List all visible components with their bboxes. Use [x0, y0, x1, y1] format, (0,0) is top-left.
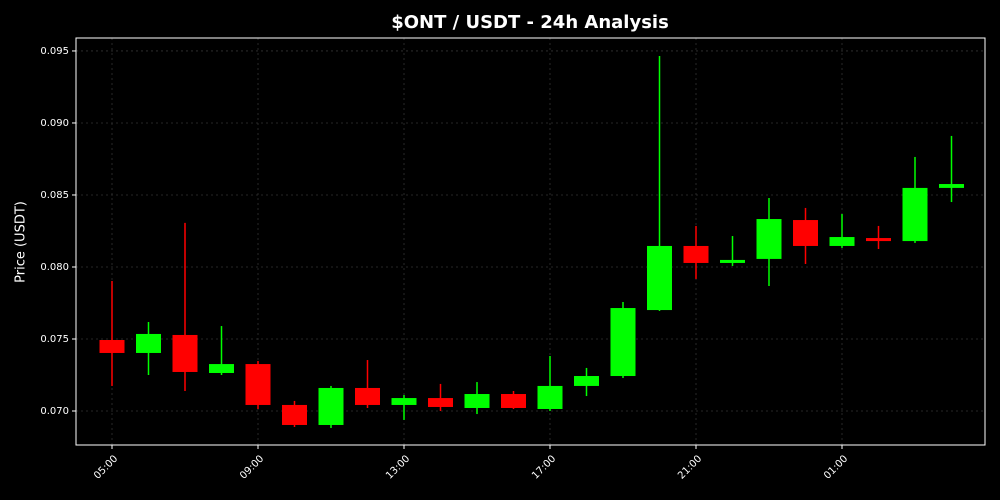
y-tick-label: 0.085 [40, 190, 69, 201]
candle-body [99, 340, 125, 353]
candle-body [172, 334, 198, 372]
candle-body [318, 387, 344, 425]
candle-body [464, 394, 490, 408]
y-tick-label: 0.070 [40, 406, 69, 417]
candle-body [245, 364, 271, 405]
candle-body [756, 219, 782, 259]
candle-body [391, 398, 417, 405]
plot-frame [75, 37, 986, 446]
candle-body [282, 404, 307, 425]
candle-body [829, 237, 855, 246]
candle-body [683, 245, 709, 263]
candle-body [501, 394, 526, 408]
y-tick-label: 0.075 [40, 334, 69, 345]
candle-body [537, 385, 563, 409]
y-tick-label: 0.095 [40, 46, 69, 57]
candle-body [574, 376, 599, 386]
chart-title: $ONT / USDT - 24h Analysis [391, 12, 669, 33]
candle-body [428, 398, 453, 407]
candle-body [647, 245, 672, 311]
candle-body [793, 220, 818, 246]
y-tick-label: 0.090 [40, 118, 69, 129]
candle-body [720, 259, 745, 263]
candle-body [209, 364, 234, 373]
candle-body [610, 308, 636, 377]
candle-body [136, 333, 161, 353]
candle-body [902, 187, 928, 242]
y-axis-label: Price (USDT) [14, 201, 29, 283]
candle-body [939, 184, 964, 188]
candle-body [866, 238, 891, 242]
candle-body [355, 387, 380, 405]
y-tick-label: 0.080 [40, 262, 69, 273]
